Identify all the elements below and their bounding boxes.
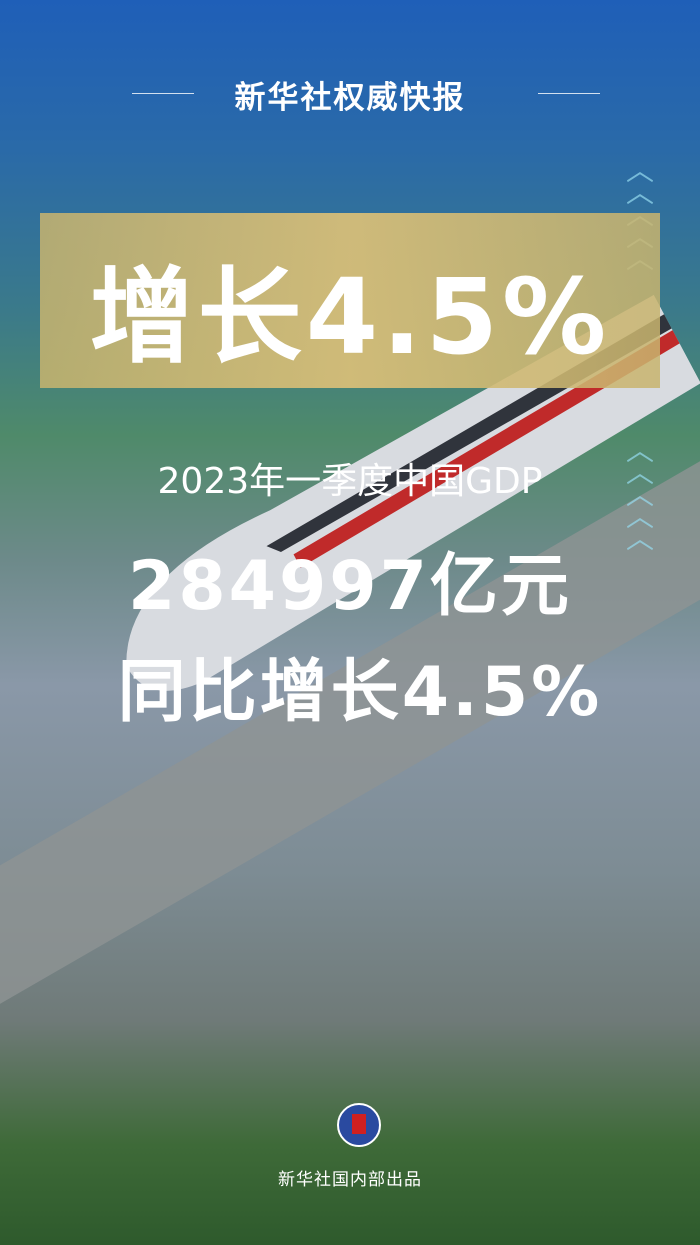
growth-rate: 同比增长4.5%: [117, 653, 603, 732]
headline-band: [40, 213, 660, 388]
chevron-up-icon: ︿︿︿︿︿: [625, 434, 654, 555]
divider-left: [132, 93, 194, 94]
xinhua-logo: [337, 1103, 381, 1147]
header-title: 新华社权威快报: [234, 80, 466, 116]
footer-credit: 新华社国内部出品: [278, 1170, 422, 1190]
subtitle: 2023年一季度中国GDP: [157, 461, 543, 502]
gdp-figure: 284997亿元: [128, 547, 572, 626]
headline: 增长4.5%: [89, 256, 611, 378]
divider-right: [538, 93, 600, 94]
